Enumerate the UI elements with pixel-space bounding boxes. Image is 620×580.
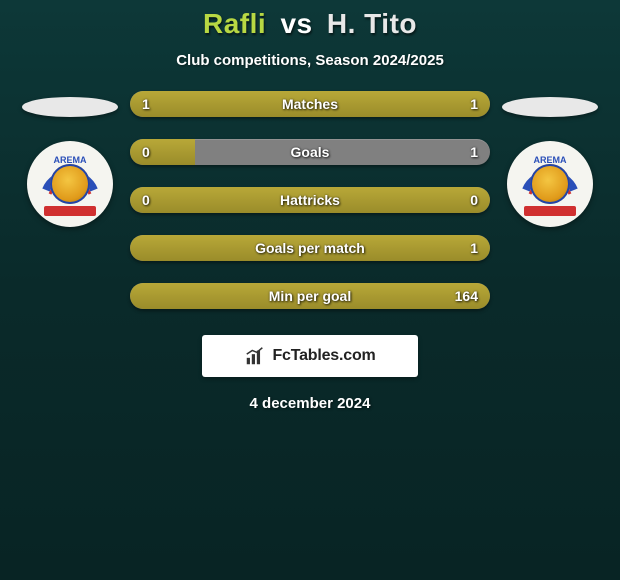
main-row: AREMA 1 Matches 1 0 Goals 1 0 Hattricks 0 Goals p… <box>0 97 620 309</box>
stat-value-left: 0 <box>142 144 150 160</box>
stat-bar: 1 Matches 1 <box>130 91 490 117</box>
title-row: Rafli vs H. Tito <box>0 8 620 40</box>
stat-bar: Min per goal 164 <box>130 283 490 309</box>
stat-value-right: 1 <box>470 96 478 112</box>
stat-value-right: 0 <box>470 192 478 208</box>
stat-value-right: 1 <box>470 144 478 160</box>
club-badge-right: AREMA <box>507 141 593 227</box>
bar-chart-icon <box>244 345 266 367</box>
brand-box: FcTables.com <box>202 335 418 377</box>
comparison-card: Rafli vs H. Tito Club competitions, Seas… <box>0 0 620 412</box>
stat-fill-left <box>130 139 195 165</box>
stat-label: Hattricks <box>280 192 340 208</box>
club-banner-icon <box>44 206 96 216</box>
stat-value-left: 1 <box>142 96 150 112</box>
club-badge-left: AREMA <box>27 141 113 227</box>
player-silhouette-icon <box>502 97 598 117</box>
player-left-column: AREMA <box>20 97 120 227</box>
stat-bar: Goals per match 1 <box>130 235 490 261</box>
stats-column: 1 Matches 1 0 Goals 1 0 Hattricks 0 Goals per mat… <box>130 91 490 309</box>
stat-label: Goals per match <box>255 240 365 256</box>
club-banner-icon <box>524 206 576 216</box>
stat-value-right: 1 <box>470 240 478 256</box>
player-right-column: AREMA <box>500 97 600 227</box>
club-lion-icon <box>530 164 570 204</box>
stat-label: Goals <box>291 144 330 160</box>
date-line: 4 december 2024 <box>0 395 620 412</box>
brand-text: FcTables.com <box>272 347 375 365</box>
player-silhouette-icon <box>22 97 118 117</box>
stat-label: Matches <box>282 96 338 112</box>
stat-bar: 0 Hattricks 0 <box>130 187 490 213</box>
stat-value-left: 0 <box>142 192 150 208</box>
club-lion-icon <box>50 164 90 204</box>
subtitle: Club competitions, Season 2024/2025 <box>0 52 620 69</box>
stat-bar: 0 Goals 1 <box>130 139 490 165</box>
player1-name: Rafli <box>203 8 266 39</box>
stat-value-right: 164 <box>455 288 478 304</box>
stat-label: Min per goal <box>269 288 351 304</box>
vs-label: vs <box>280 8 312 39</box>
player2-name: H. Tito <box>327 8 417 39</box>
